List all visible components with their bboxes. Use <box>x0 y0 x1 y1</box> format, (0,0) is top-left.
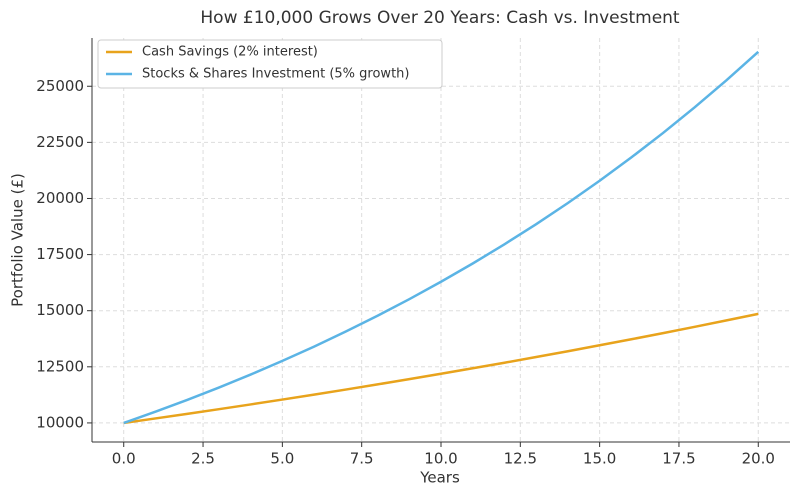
y-tick-label: 17500 <box>36 245 84 263</box>
y-axis-label: Portfolio Value (£) <box>9 173 27 307</box>
x-tick-label: 17.5 <box>662 450 695 468</box>
x-tick-label: 7.5 <box>350 450 374 468</box>
legend-label: Stocks & Shares Investment (5% growth) <box>142 67 409 82</box>
legend-label: Cash Savings (2% interest) <box>142 45 318 60</box>
chart-title: How £10,000 Grows Over 20 Years: Cash vs… <box>200 8 680 28</box>
x-tick-label: 12.5 <box>504 450 537 468</box>
x-tick-label: 2.5 <box>191 450 215 468</box>
y-tick-label: 15000 <box>36 301 84 319</box>
y-tick-label: 12500 <box>36 357 84 375</box>
series-line <box>123 312 759 425</box>
legend-box <box>97 39 443 89</box>
legend: Cash Savings (2% interest) Stocks & Share… <box>97 39 443 89</box>
y-tick-label: 20000 <box>36 189 84 207</box>
series-line <box>123 50 760 425</box>
x-tick-label: 10.0 <box>424 450 457 468</box>
x-tick-label: 20.0 <box>742 450 775 468</box>
x-tick-label: 0.0 <box>112 450 136 468</box>
x-tick-label: 15.0 <box>583 450 616 468</box>
x-tick-label: 5.0 <box>270 450 294 468</box>
y-tick-label: 10000 <box>36 413 84 431</box>
y-tick-label: 25000 <box>36 77 84 95</box>
x-axis-label: Years <box>419 469 460 487</box>
y-tick-label: 22500 <box>36 133 84 151</box>
